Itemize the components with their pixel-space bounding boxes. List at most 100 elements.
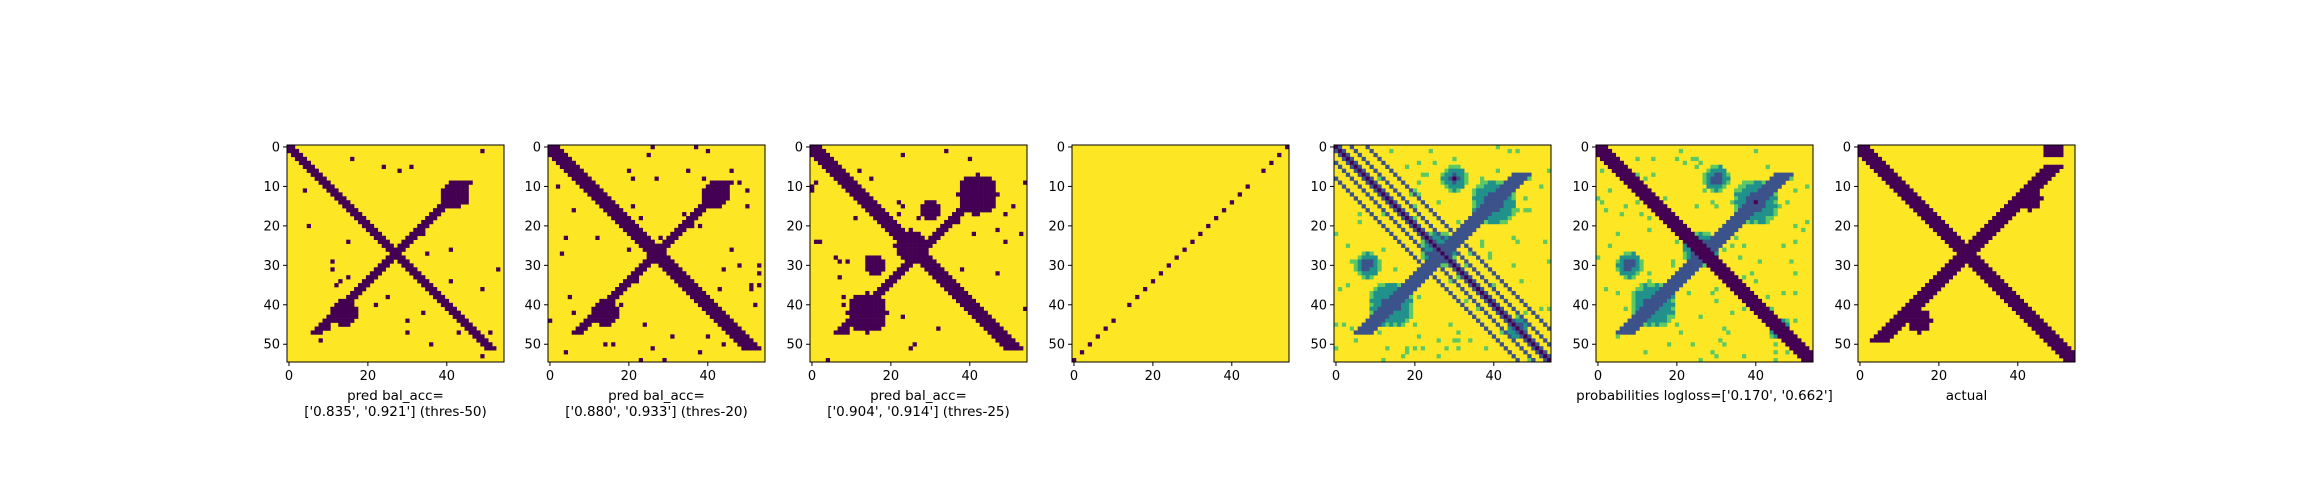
heatmap-cell xyxy=(2047,164,2052,169)
heatmap-cell xyxy=(701,204,707,209)
heatmap-cell xyxy=(1531,358,1536,363)
heatmap-cell xyxy=(1412,287,1418,292)
heatmap-cell xyxy=(1003,334,1008,339)
heatmap-cell xyxy=(678,227,683,233)
heatmap-cell xyxy=(1984,271,1989,276)
heatmap-cell xyxy=(1491,306,1497,312)
heatmap-cell xyxy=(1769,330,1774,335)
heatmap-cell xyxy=(877,326,882,331)
heatmap-cell xyxy=(1647,290,1652,296)
heatmap-cell xyxy=(1515,330,1520,335)
heatmap-cell xyxy=(1801,346,1806,351)
heatmap-cell xyxy=(603,318,608,323)
heatmap-cell xyxy=(579,172,584,177)
heatmap-cell xyxy=(1623,330,1628,335)
heatmap-cell xyxy=(1925,216,1930,221)
heatmap-cell xyxy=(1341,156,1347,162)
heatmap-cell xyxy=(1992,287,1997,292)
heatmap-cell xyxy=(1901,188,1906,193)
heatmap-cell xyxy=(619,208,624,213)
heatmap-cell xyxy=(1682,271,1688,276)
heatmap-cell xyxy=(877,314,882,319)
heatmap-cell xyxy=(948,223,953,229)
heatmap-cell xyxy=(2047,334,2052,339)
y-tick-label: 10 xyxy=(1572,180,1589,195)
heatmap-cell xyxy=(940,271,945,276)
heatmap-cell xyxy=(373,271,379,276)
heatmap-cell xyxy=(1702,263,1707,268)
heatmap-cell xyxy=(877,219,882,225)
heatmap-cell xyxy=(1377,294,1382,300)
heatmap-cell xyxy=(1627,251,1632,256)
heatmap-cell xyxy=(979,318,984,323)
heatmap-cell xyxy=(1483,290,1489,296)
heatmap-cell xyxy=(2043,326,2048,331)
heatmap-cell xyxy=(302,164,308,169)
heatmap-cell xyxy=(873,216,878,221)
heatmap-cell xyxy=(1706,247,1711,252)
heatmap-cell xyxy=(2007,212,2013,217)
heatmap-cell xyxy=(1476,212,1481,217)
heatmap-cell xyxy=(1749,188,1755,193)
heatmap-cell xyxy=(1341,322,1347,327)
heatmap-cell xyxy=(2051,342,2056,347)
heatmap-cell xyxy=(1631,184,1636,189)
heatmap-cell xyxy=(849,318,854,323)
heatmap-cell xyxy=(646,247,651,252)
heatmap-cell xyxy=(975,310,980,315)
heatmap-cell xyxy=(904,255,909,260)
heatmap-cell xyxy=(1905,192,1910,197)
heatmap-cell xyxy=(1992,219,1997,225)
heatmap-cell xyxy=(952,216,957,221)
heatmap-cell xyxy=(1464,172,1469,177)
heatmap-cell xyxy=(1428,235,1433,240)
heatmap-cell xyxy=(1698,255,1703,260)
heatmap-cell xyxy=(971,180,977,185)
heatmap-cell xyxy=(389,259,394,264)
heatmap-cell xyxy=(975,314,980,319)
heatmap-cell xyxy=(1674,231,1680,237)
heatmap-cell xyxy=(591,196,596,201)
heatmap-cell xyxy=(709,184,715,189)
heatmap-cell xyxy=(1456,338,1461,343)
heatmap-cell xyxy=(413,271,418,276)
heatmap-cell xyxy=(346,310,351,315)
heatmap-cell xyxy=(932,212,937,217)
heatmap-cell xyxy=(2055,338,2060,343)
panel-caption-line: pred bal_acc= xyxy=(608,388,705,404)
heatmap-cell xyxy=(2059,338,2064,343)
heatmap-cell xyxy=(678,283,683,288)
heatmap-cell xyxy=(630,271,636,276)
heatmap-cell xyxy=(1377,287,1382,292)
heatmap-cell xyxy=(1619,271,1624,276)
heatmap-cell xyxy=(1416,180,1422,185)
heatmap-cell xyxy=(1472,298,1477,304)
heatmap-cell xyxy=(373,302,379,308)
heatmap-cell xyxy=(952,279,957,284)
heatmap-cell xyxy=(888,283,894,288)
heatmap-cell xyxy=(975,172,980,177)
heatmap-cell xyxy=(1694,243,1699,248)
heatmap-cell xyxy=(1412,188,1418,193)
heatmap-cell xyxy=(1694,251,1699,256)
heatmap-cell xyxy=(1444,263,1449,268)
heatmap-cell xyxy=(1405,298,1410,304)
heatmap-cell xyxy=(892,279,898,284)
heatmap-cell xyxy=(1726,283,1731,288)
heatmap-cell xyxy=(421,310,426,315)
heatmap-cell xyxy=(1670,259,1676,264)
heatmap-cell xyxy=(1436,247,1441,252)
heatmap-cell xyxy=(1385,164,1390,169)
heatmap-cell xyxy=(1893,322,1898,327)
heatmap-cell xyxy=(869,306,874,312)
heatmap-cell xyxy=(322,322,327,327)
axes-frame xyxy=(286,144,505,363)
heatmap-cell xyxy=(1674,216,1680,221)
heatmap-cell xyxy=(626,168,632,173)
heatmap-cell xyxy=(1428,208,1433,213)
heatmap-cell xyxy=(1619,176,1624,181)
heatmap-cell xyxy=(1956,243,1961,248)
heatmap-cell xyxy=(2047,145,2052,150)
heatmap-cell xyxy=(884,227,890,233)
heatmap-cell xyxy=(1483,180,1489,185)
